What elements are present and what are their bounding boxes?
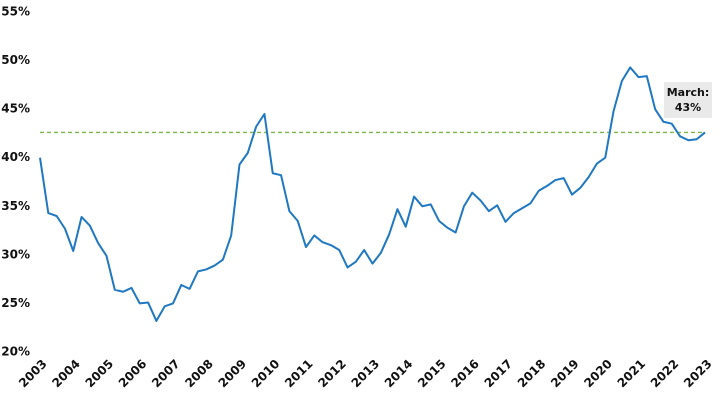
x-tick-label: 2016	[448, 357, 482, 391]
x-tick-label: 2014	[382, 357, 416, 391]
x-tick-label: 2013	[349, 357, 383, 391]
y-tick-label: 20%	[1, 345, 30, 359]
y-tick-label: 35%	[1, 199, 30, 213]
annotation: March: 43%	[664, 82, 712, 118]
x-tick-label: 2010	[249, 357, 283, 391]
y-tick-label: 55%	[1, 5, 30, 19]
x-tick-label: 2005	[83, 357, 117, 391]
x-tick-label: 2017	[482, 357, 516, 391]
y-tick-label: 25%	[1, 296, 30, 310]
x-tick-label: 2009	[216, 357, 250, 391]
x-tick-label: 2008	[182, 357, 216, 391]
x-tick-label: 2015	[415, 357, 449, 391]
x-tick-label: 2007	[149, 357, 183, 391]
y-tick-label: 45%	[1, 102, 30, 116]
x-tick-label: 2004	[49, 357, 83, 391]
x-tick-label: 2023	[681, 357, 715, 391]
x-tick-label: 2018	[515, 357, 549, 391]
data-line	[39, 66, 706, 322]
x-tick-label: 2006	[116, 357, 150, 391]
x-tick-label: 2019	[548, 357, 582, 391]
x-tick-label: 2012	[315, 357, 349, 391]
y-tick-label: 50%	[1, 53, 30, 67]
y-tick-label: 40%	[1, 150, 30, 164]
x-tick-label: 2003	[16, 357, 50, 391]
x-tick-label: 2022	[648, 357, 682, 391]
y-tick-label: 30%	[1, 247, 30, 261]
x-tick-label: 2021	[615, 357, 649, 391]
x-tick-label: 2020	[581, 357, 615, 391]
x-tick-label: 2011	[282, 357, 316, 391]
